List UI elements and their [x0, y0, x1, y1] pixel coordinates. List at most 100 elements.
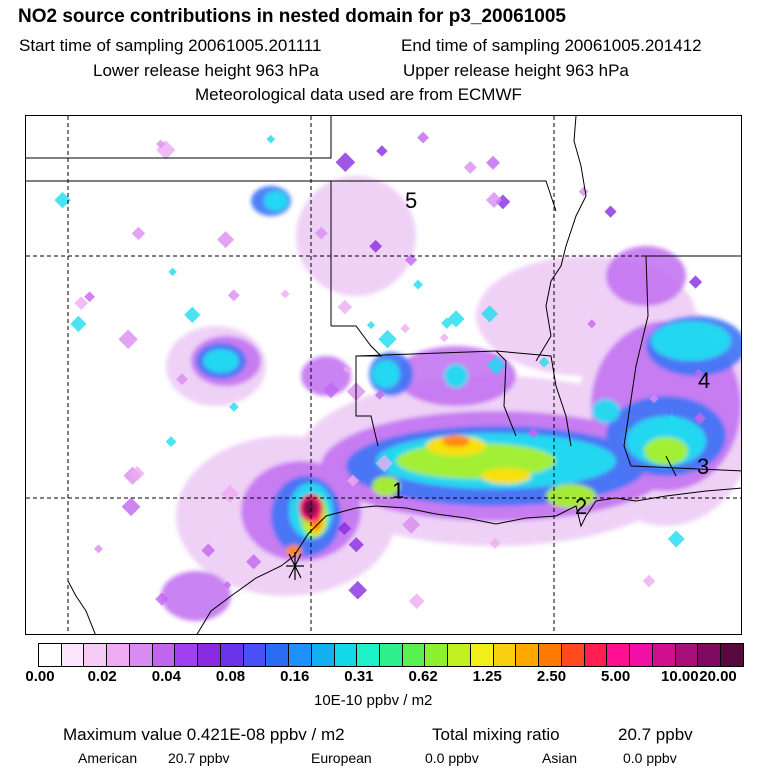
colorbar-swatch [175, 644, 199, 666]
speckle [408, 593, 425, 609]
speckle [323, 382, 340, 399]
colorbar-swatch [311, 644, 335, 666]
colorbar-swatch [334, 644, 358, 666]
speckle [374, 390, 385, 400]
colorbar-swatch [516, 644, 540, 666]
speckle [527, 427, 540, 439]
speckle [229, 402, 239, 412]
speckle [463, 161, 477, 174]
region-label-1: 1 [392, 478, 404, 503]
colorbar-tick-label: 0.00 [25, 668, 55, 685]
speckle [84, 291, 95, 303]
colorbar-swatch [198, 644, 221, 666]
speckle [121, 497, 141, 517]
speckle [688, 275, 703, 289]
boundaries [26, 116, 741, 634]
colorbar-tick-label: 0.16 [280, 668, 310, 685]
speckle [489, 538, 501, 549]
speckle [346, 474, 359, 487]
colorbar-swatch [561, 644, 585, 666]
speckle [486, 155, 501, 170]
colorbar-swatch [39, 644, 62, 666]
speckle [156, 140, 176, 160]
speckle [369, 239, 383, 253]
speckle [118, 329, 138, 349]
colorbar-tick-label: 1.25 [472, 668, 502, 685]
speckle [280, 289, 290, 299]
colorbar-swatch [630, 644, 653, 666]
concentration-map: 1 2 3 4 5 [25, 115, 742, 635]
colorbar-swatch [380, 644, 403, 666]
speckle [335, 152, 356, 173]
speckle [578, 186, 589, 197]
map-title: NO2 source contributions in nested domai… [18, 6, 566, 27]
region-label-3: 3 [697, 454, 709, 479]
colorbar [38, 643, 744, 667]
speckle [495, 194, 511, 210]
speckle [223, 581, 232, 590]
speckle [413, 279, 423, 290]
colorbar-units: 10E-10 ppbv / m2 [314, 692, 433, 709]
colorbar-tick-label: 0.04 [151, 668, 181, 685]
colorbar-swatch [607, 644, 631, 666]
speckle [266, 134, 276, 144]
met-data-label: Meteorological data used are from ECMWF [195, 85, 522, 104]
speckle [378, 329, 397, 349]
colorbar-swatch [493, 644, 517, 666]
speckle [201, 543, 216, 558]
speckle [642, 574, 656, 588]
american-value: 20.7 ppbv [168, 750, 230, 766]
speckle [131, 226, 146, 241]
speckle [400, 323, 410, 334]
map-canvas: 1 2 3 4 5 [26, 116, 741, 634]
speckle [342, 364, 352, 374]
region-label-4: 4 [698, 368, 710, 393]
speckle [348, 580, 368, 600]
speckle [649, 394, 659, 404]
speckle [220, 484, 239, 504]
region-label-5: 5 [405, 188, 417, 213]
colorbar-swatch [652, 644, 676, 666]
european-value: 0.0 ppbv [425, 750, 479, 766]
total-mixing-label: Total mixing ratio [432, 725, 560, 744]
speckle [165, 436, 177, 448]
speckle [667, 530, 685, 548]
american-label: American [78, 750, 138, 766]
speckle [227, 289, 240, 302]
end-time-label: End time of sampling 20061005.201412 [401, 36, 702, 55]
start-time-label: Start time of sampling 20061005.201111 [19, 36, 322, 55]
speckle [337, 299, 353, 315]
colorbar-swatch [584, 644, 608, 666]
speckle [129, 465, 145, 482]
colorbar-swatch [129, 644, 153, 666]
colorbar-swatch [243, 644, 267, 666]
lower-release-label: Lower release height 963 hPa [93, 61, 319, 80]
colorbar-tick-label: 20.00 [699, 668, 737, 685]
speckle [168, 267, 177, 277]
speckle [375, 454, 394, 473]
speckle [74, 296, 88, 310]
speckle [217, 231, 235, 249]
speckle [587, 319, 597, 329]
colorbar-swatch [425, 644, 449, 666]
asian-label: Asian [542, 750, 578, 766]
colorbar-swatch [84, 644, 108, 666]
colorbar-swatch [357, 644, 381, 666]
colorbar-tick-label: 0.31 [344, 668, 374, 685]
colorbar-swatch [61, 644, 85, 666]
speckle [337, 521, 352, 536]
plume-layer [161, 176, 741, 621]
colorbar-tick-label: 2.50 [536, 668, 567, 685]
speckle [54, 191, 71, 209]
colorbar-tick-label: 0.02 [87, 668, 117, 685]
colorbar-swatch [675, 644, 699, 666]
speckle [447, 310, 465, 328]
colorbar-tick-label: 0.62 [408, 668, 438, 685]
colorbar-swatch [448, 644, 471, 666]
speckle [604, 205, 617, 218]
speckle [376, 145, 388, 157]
colorbar-tick-label: 5.00 [601, 668, 631, 685]
speckle [176, 373, 188, 386]
speckle [184, 306, 201, 324]
upper-release-label: Upper release height 963 hPa [403, 61, 629, 80]
